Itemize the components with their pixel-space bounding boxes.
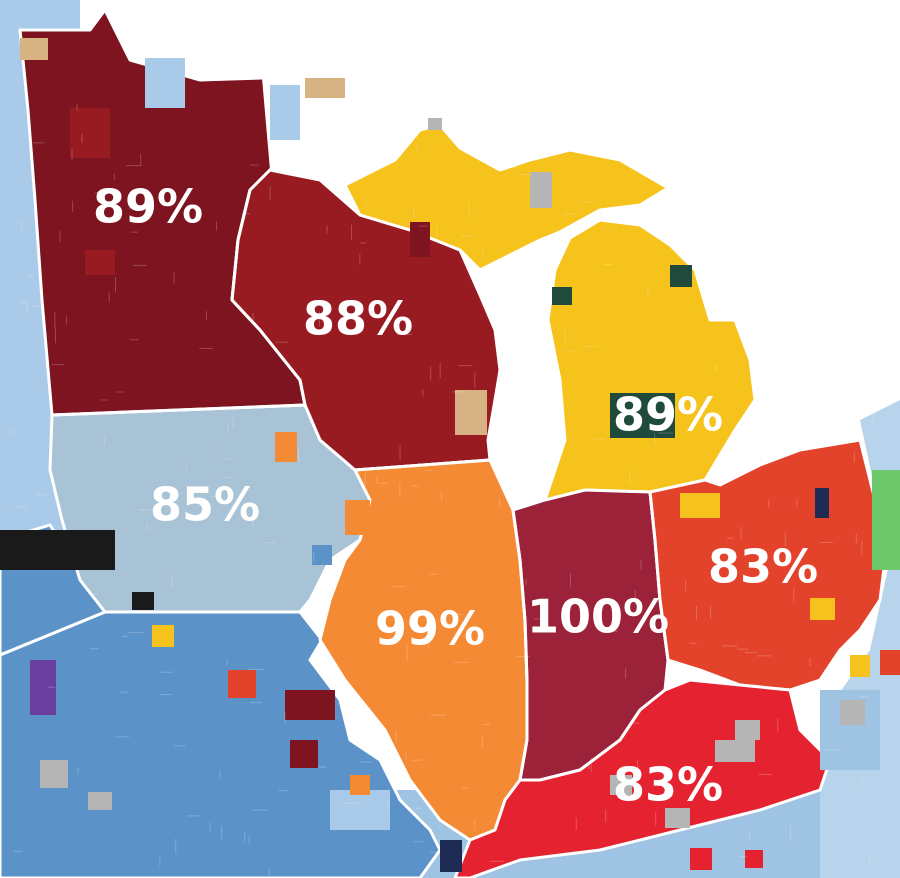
- county-patch: [840, 700, 865, 725]
- county-patch: [20, 38, 48, 60]
- county-patch: [270, 85, 300, 140]
- county-patch: [285, 690, 335, 720]
- county-patch: [145, 58, 185, 108]
- county-patch: [40, 760, 68, 788]
- county-patch: [610, 775, 632, 795]
- county-patch: [228, 670, 256, 698]
- county-patch: [880, 650, 900, 675]
- county-patch: [312, 545, 332, 565]
- county-patch: [745, 850, 763, 868]
- county-patch: [85, 250, 115, 275]
- county-patch: [132, 592, 154, 610]
- label-illinois: 99%: [375, 602, 485, 656]
- county-patch: [428, 118, 442, 130]
- county-patch: [350, 775, 370, 795]
- county-patch: [0, 300, 30, 360]
- lake-huron: [640, 188, 900, 465]
- county-patch: [290, 740, 318, 768]
- county-patch: [610, 393, 675, 438]
- county-patch: [872, 470, 900, 570]
- county-patch: [152, 625, 174, 647]
- county-patch: [665, 808, 690, 828]
- county-patch: [330, 790, 390, 830]
- county-patch: [530, 172, 552, 208]
- county-patch: [715, 740, 755, 762]
- county-patch: [455, 390, 487, 435]
- county-patch: [275, 432, 297, 462]
- label-kentucky: 83%: [613, 758, 723, 812]
- county-lines: [9, 11, 895, 876]
- county-patch: [410, 222, 430, 257]
- county-patch: [815, 488, 829, 518]
- state-borders: [51, 189, 670, 781]
- label-indiana: 100%: [527, 590, 669, 644]
- county-patch: [88, 792, 112, 810]
- county-patch: [0, 530, 115, 570]
- label-ohio: 83%: [708, 540, 818, 594]
- county-patch: [680, 493, 720, 518]
- county-patch: [850, 655, 870, 677]
- county-patch: [345, 500, 370, 535]
- county-patch: [440, 840, 462, 872]
- county-patch: [810, 598, 835, 620]
- county-patch: [735, 720, 760, 740]
- label-minnesota: 89%: [93, 180, 203, 234]
- county-patches: [0, 38, 900, 872]
- label-iowa: 85%: [150, 478, 260, 532]
- lake-michigan: [480, 238, 570, 510]
- label-wisconsin: 88%: [303, 292, 413, 346]
- county-patch: [30, 660, 56, 715]
- county-patch: [670, 265, 692, 287]
- label-michigan: 89%: [613, 388, 723, 442]
- lake-superior: [262, 70, 440, 185]
- county-patch: [70, 108, 110, 158]
- county-patch: [690, 848, 712, 870]
- county-patch: [552, 287, 572, 305]
- county-patch: [305, 78, 345, 98]
